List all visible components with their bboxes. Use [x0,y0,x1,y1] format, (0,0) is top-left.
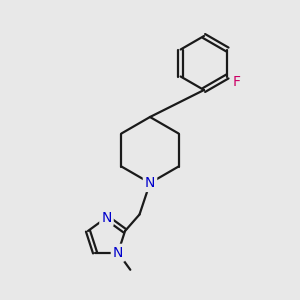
Text: N: N [101,211,112,224]
Text: N: N [145,176,155,190]
Text: N: N [113,246,123,260]
Text: F: F [232,75,241,89]
